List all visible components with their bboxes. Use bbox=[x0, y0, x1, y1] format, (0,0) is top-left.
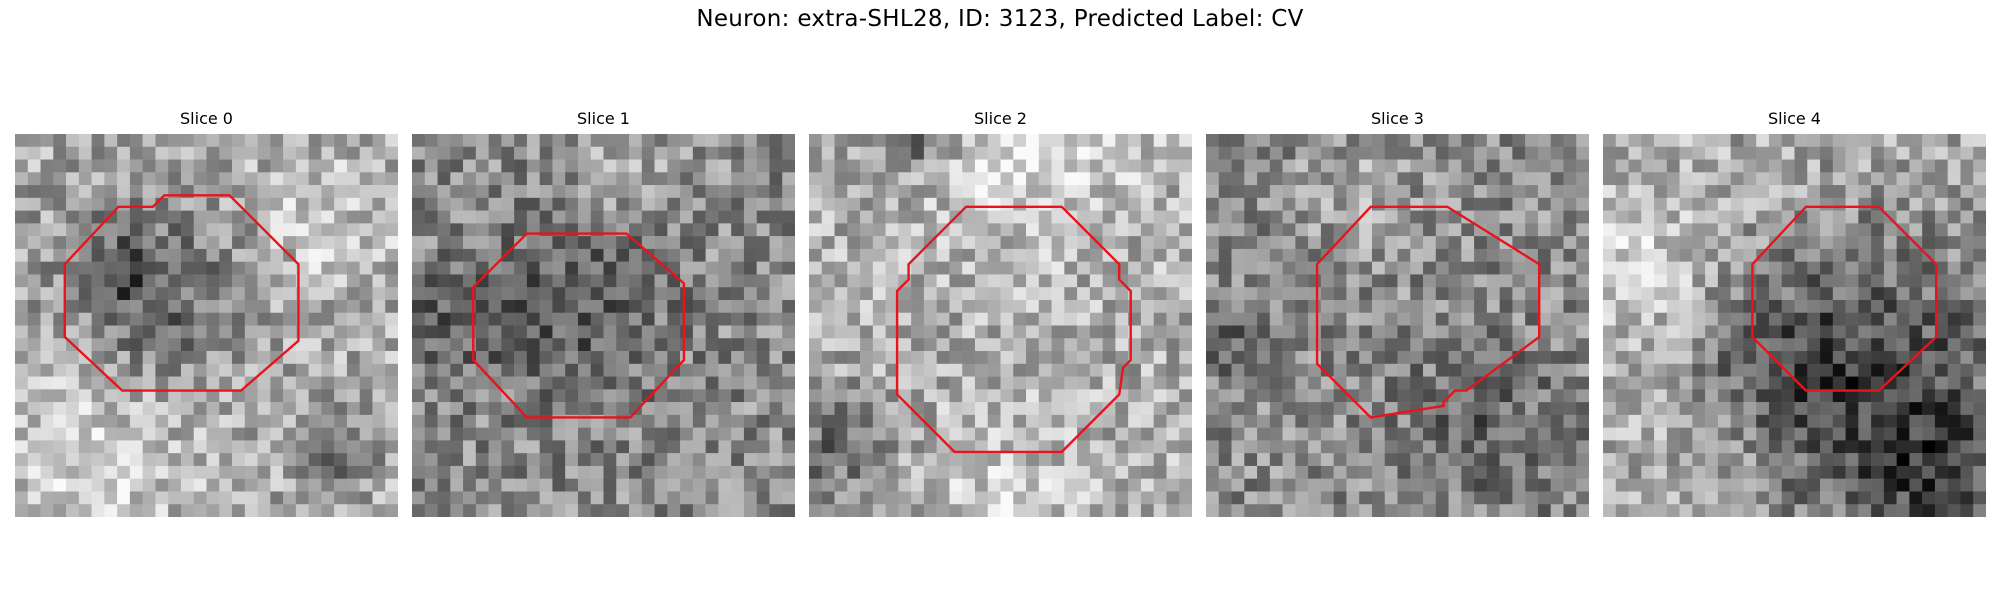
slice-image bbox=[809, 134, 1192, 517]
slice-image bbox=[412, 134, 795, 517]
slice-panel-1: Slice 1 bbox=[412, 108, 795, 517]
figure-title: Neuron: extra-SHL28, ID: 3123, Predicted… bbox=[696, 6, 1304, 32]
roi-outline bbox=[65, 195, 299, 390]
roi-outline bbox=[473, 234, 684, 418]
slice-image bbox=[15, 134, 398, 517]
pixel-grid bbox=[809, 134, 1192, 517]
slice-title: Slice 2 bbox=[974, 109, 1027, 128]
roi-outline bbox=[897, 207, 1131, 452]
slice-panel-3: Slice 3 bbox=[1206, 108, 1589, 517]
pixel-grid bbox=[1603, 134, 1986, 517]
slice-image bbox=[1603, 134, 1986, 517]
pixel-grid bbox=[412, 134, 795, 517]
slice-panel-2: Slice 2 bbox=[809, 108, 1192, 517]
slice-title: Slice 3 bbox=[1371, 109, 1424, 128]
roi-outline bbox=[1317, 207, 1539, 418]
slice-image bbox=[1206, 134, 1589, 517]
roi-outline bbox=[1752, 207, 1936, 391]
slice-panel-4: Slice 4 bbox=[1603, 108, 1986, 517]
slice-panel-0: Slice 0 bbox=[15, 108, 398, 517]
slice-title: Slice 4 bbox=[1768, 109, 1821, 128]
slice-title: Slice 1 bbox=[577, 109, 630, 128]
pixel-grid bbox=[15, 134, 398, 517]
slice-title: Slice 0 bbox=[180, 109, 233, 128]
pixel-grid bbox=[1206, 134, 1589, 517]
